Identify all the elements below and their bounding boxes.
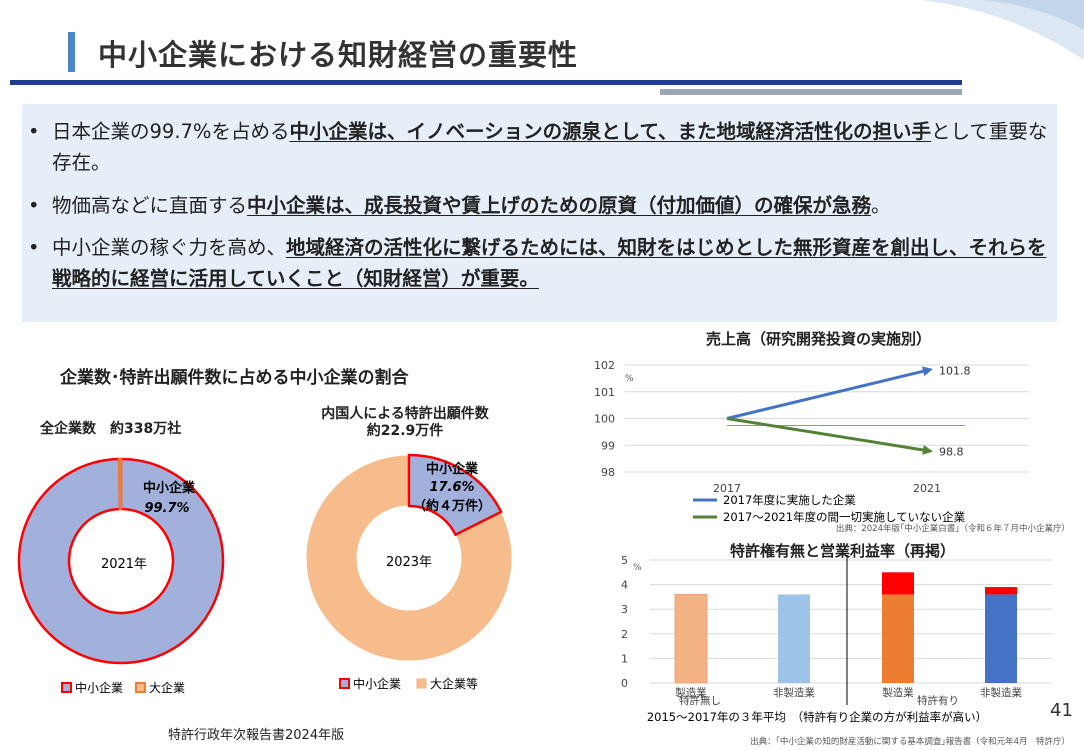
bar-caption: 2015～2017年の３年平均 （特許有り企業の方が利益率が高い）: [647, 710, 987, 724]
bullet-1-bold: 中小企業は、イノベーションの源泉として、また地域経済活性化の担い手: [289, 120, 932, 143]
legend2-swatch-sme: [339, 678, 350, 689]
pie2-center-label: 2023年: [386, 555, 432, 570]
pie1-title: 全企業数 約338万社: [40, 421, 182, 437]
line-data-label: 98.8: [939, 446, 964, 459]
title-underline: [10, 80, 962, 85]
pie-slice-中小企業: [17, 457, 225, 665]
legend1-sme: 中小企業: [75, 680, 123, 695]
bullet-1: • 日本企業の99.7%を占める中小企業は、イノベーションの源泉として、また地域経…: [28, 120, 1048, 174]
bullet-3-text: 中小企業の稼ぐ力を高め、: [52, 236, 287, 259]
bar-source: 出典：｢中小企業の知的財産活動に関する基本調査｣報告書（令和元年4月 特許庁）: [750, 736, 1070, 747]
line-ytick: 99: [601, 439, 615, 452]
bar-increment-2: [882, 572, 914, 595]
bar-xtick: 非製造業: [773, 686, 815, 699]
left-section-title: 企業数･特許出願件数に占める中小企業の割合: [60, 368, 409, 388]
bullet-2-text: 物価高などに直面する: [52, 194, 248, 217]
bullet-1-text: 日本企業の99.7%を占める: [52, 120, 290, 143]
line-source: 出典：2024年版｢中小企業白書｣（令和６年７月中小企業庁）: [836, 523, 1070, 534]
pie-slice-大企業: [117, 457, 123, 511]
bar-group-1: 特許無し: [679, 694, 721, 707]
bar-2: [882, 594, 914, 683]
pie2-title: 内国人による特許出願件数 約22.9万件: [321, 406, 489, 439]
bar-xtick: 製造業: [882, 686, 914, 699]
line-ytick: 101: [594, 386, 615, 399]
pie-slice-大企業等: [305, 454, 513, 662]
corner-decoration: [920, 0, 1084, 60]
bar-3: [985, 594, 1017, 683]
legend2-large: 大企業等: [430, 676, 478, 691]
line-ytick: 102: [594, 359, 615, 372]
line-ytick: 98: [601, 466, 615, 479]
bar-ytick: 1: [621, 652, 628, 665]
title-subline: [660, 89, 962, 95]
bar-0: [674, 593, 708, 684]
line-yunit: %: [625, 374, 634, 384]
bar-chart: 0 1 2 3 4 5 製造業 非製造業 製造業 非製造業 % 特許無し 特許有り 2015～2…: [621, 554, 1070, 747]
line-chart: 98 99 100 101 102 2017 2021 101.8 98.8 % 2017年度…: [594, 359, 1070, 534]
legend1-swatch-large: [135, 682, 146, 693]
bullet-2: • 物価高などに直面する中小企業は、成長投資や賃上げのための原資（付加価値）の確保…: [28, 194, 891, 217]
pie1-chart: [17, 457, 225, 665]
bullet-3: • 中小企業の稼ぐ力を高め、地域経済の活性化に繋げるためには、知財をはじめとした無…: [28, 236, 1047, 290]
pie2-chart: [305, 453, 513, 662]
title-accent-bar: [68, 32, 75, 72]
legend2-sme: 中小企業: [353, 676, 401, 691]
legend1-swatch-sme: [61, 682, 72, 693]
pie1-annot-name: 中小企業: [143, 480, 196, 496]
bar-ytick: 3: [621, 603, 628, 616]
pie2-annot-value: 17.6%: [429, 480, 474, 495]
pie2-annot-note: （約４万件）: [413, 498, 491, 514]
bar-xtick: 非製造業: [980, 686, 1022, 699]
legend1-large: 大企業: [149, 680, 185, 695]
bar-group-2: 特許有り: [917, 694, 959, 707]
bar-ytick: 5: [621, 554, 628, 567]
bar-yunit: %: [633, 563, 642, 573]
bullet-2-tail: 。: [871, 194, 891, 217]
line-xtick: 2021: [913, 482, 941, 495]
pie2-annot-name: 中小企業: [426, 461, 479, 477]
line-ytick: 100: [594, 413, 615, 426]
bar-chart-title: 特許権有無と営業利益率（再掲）: [730, 542, 956, 560]
line-legend1: 2017年度に実施した企業: [723, 493, 856, 507]
bar-1: [778, 594, 810, 683]
bullet-2-bold: 中小企業は、成長投資や賃上げのための原資（付加価値）の確保が急務: [247, 194, 872, 217]
page-number: 41: [1050, 700, 1073, 721]
bar-ytick: 4: [621, 579, 628, 592]
line-xtick: 2017: [713, 482, 741, 495]
line-arrowhead: [922, 445, 933, 455]
source-left: 特許行政年次報告書2024年版: [168, 728, 345, 743]
bar-xtick: 製造業: [675, 686, 707, 699]
page-title: 中小企業における知財経営の重要性: [98, 38, 579, 72]
pie1-center-label: 2021年: [101, 557, 147, 572]
bar-ytick: 0: [621, 677, 628, 690]
pie-charts: 2021年 2023年 中小企業 99.7% 中小企業 17.6% （約４万件）…: [17, 453, 513, 695]
line-data-label: 101.8: [939, 364, 971, 377]
line-arrowhead: [921, 366, 933, 377]
line-legend2: 2017～2021年度の間一切実施していない企業: [723, 510, 966, 524]
bullet-1-tail: として重要な存在。: [52, 120, 1048, 174]
legend2-swatch-large: [416, 678, 427, 689]
pie-slice-中小企業: [407, 453, 503, 537]
line-chart-title: 売上高（研究開発投資の実施別）: [706, 330, 932, 348]
line-series-0: [726, 368, 928, 420]
pie1-annot-value: 99.7%: [144, 501, 189, 516]
bullet-3-bold: 地域経済の活性化に繋げるためには、知財をはじめとした無形資産を創出し、それらを戦…: [52, 236, 1047, 290]
bar-ytick: 2: [621, 628, 628, 641]
key-points-box: • 日本企業の99.7%を占める中小企業は、イノベーションの源泉として、また地域経…: [22, 104, 1057, 322]
bar-increment-3: [985, 587, 1017, 595]
line-series-1: [726, 417, 928, 453]
